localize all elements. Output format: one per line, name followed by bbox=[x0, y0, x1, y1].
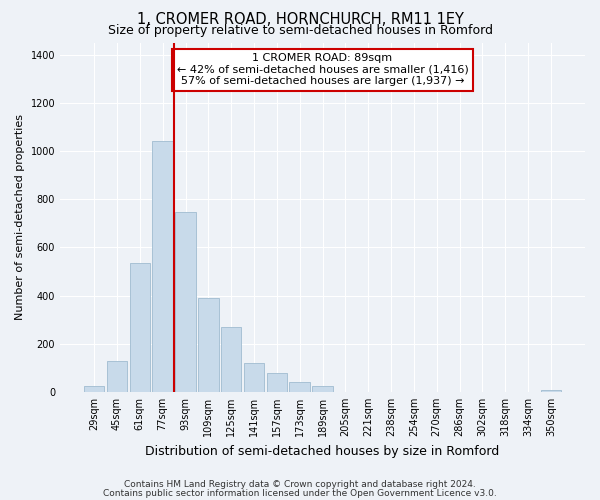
Text: 1, CROMER ROAD, HORNCHURCH, RM11 1EY: 1, CROMER ROAD, HORNCHURCH, RM11 1EY bbox=[137, 12, 463, 28]
Text: Size of property relative to semi-detached houses in Romford: Size of property relative to semi-detach… bbox=[107, 24, 493, 37]
Bar bbox=[541, 390, 561, 392]
Text: 1 CROMER ROAD: 89sqm
← 42% of semi-detached houses are smaller (1,416)
57% of se: 1 CROMER ROAD: 89sqm ← 42% of semi-detac… bbox=[176, 53, 469, 86]
Bar bbox=[198, 298, 218, 392]
Bar bbox=[244, 363, 264, 392]
Text: Contains public sector information licensed under the Open Government Licence v3: Contains public sector information licen… bbox=[103, 489, 497, 498]
Bar bbox=[175, 212, 196, 392]
Bar bbox=[221, 327, 241, 392]
Bar bbox=[312, 386, 333, 392]
Bar bbox=[152, 142, 173, 392]
Bar bbox=[84, 386, 104, 392]
Bar bbox=[130, 263, 150, 392]
Bar bbox=[289, 382, 310, 392]
Y-axis label: Number of semi-detached properties: Number of semi-detached properties bbox=[15, 114, 25, 320]
Text: Contains HM Land Registry data © Crown copyright and database right 2024.: Contains HM Land Registry data © Crown c… bbox=[124, 480, 476, 489]
Bar bbox=[107, 360, 127, 392]
Bar bbox=[266, 372, 287, 392]
X-axis label: Distribution of semi-detached houses by size in Romford: Distribution of semi-detached houses by … bbox=[145, 444, 500, 458]
